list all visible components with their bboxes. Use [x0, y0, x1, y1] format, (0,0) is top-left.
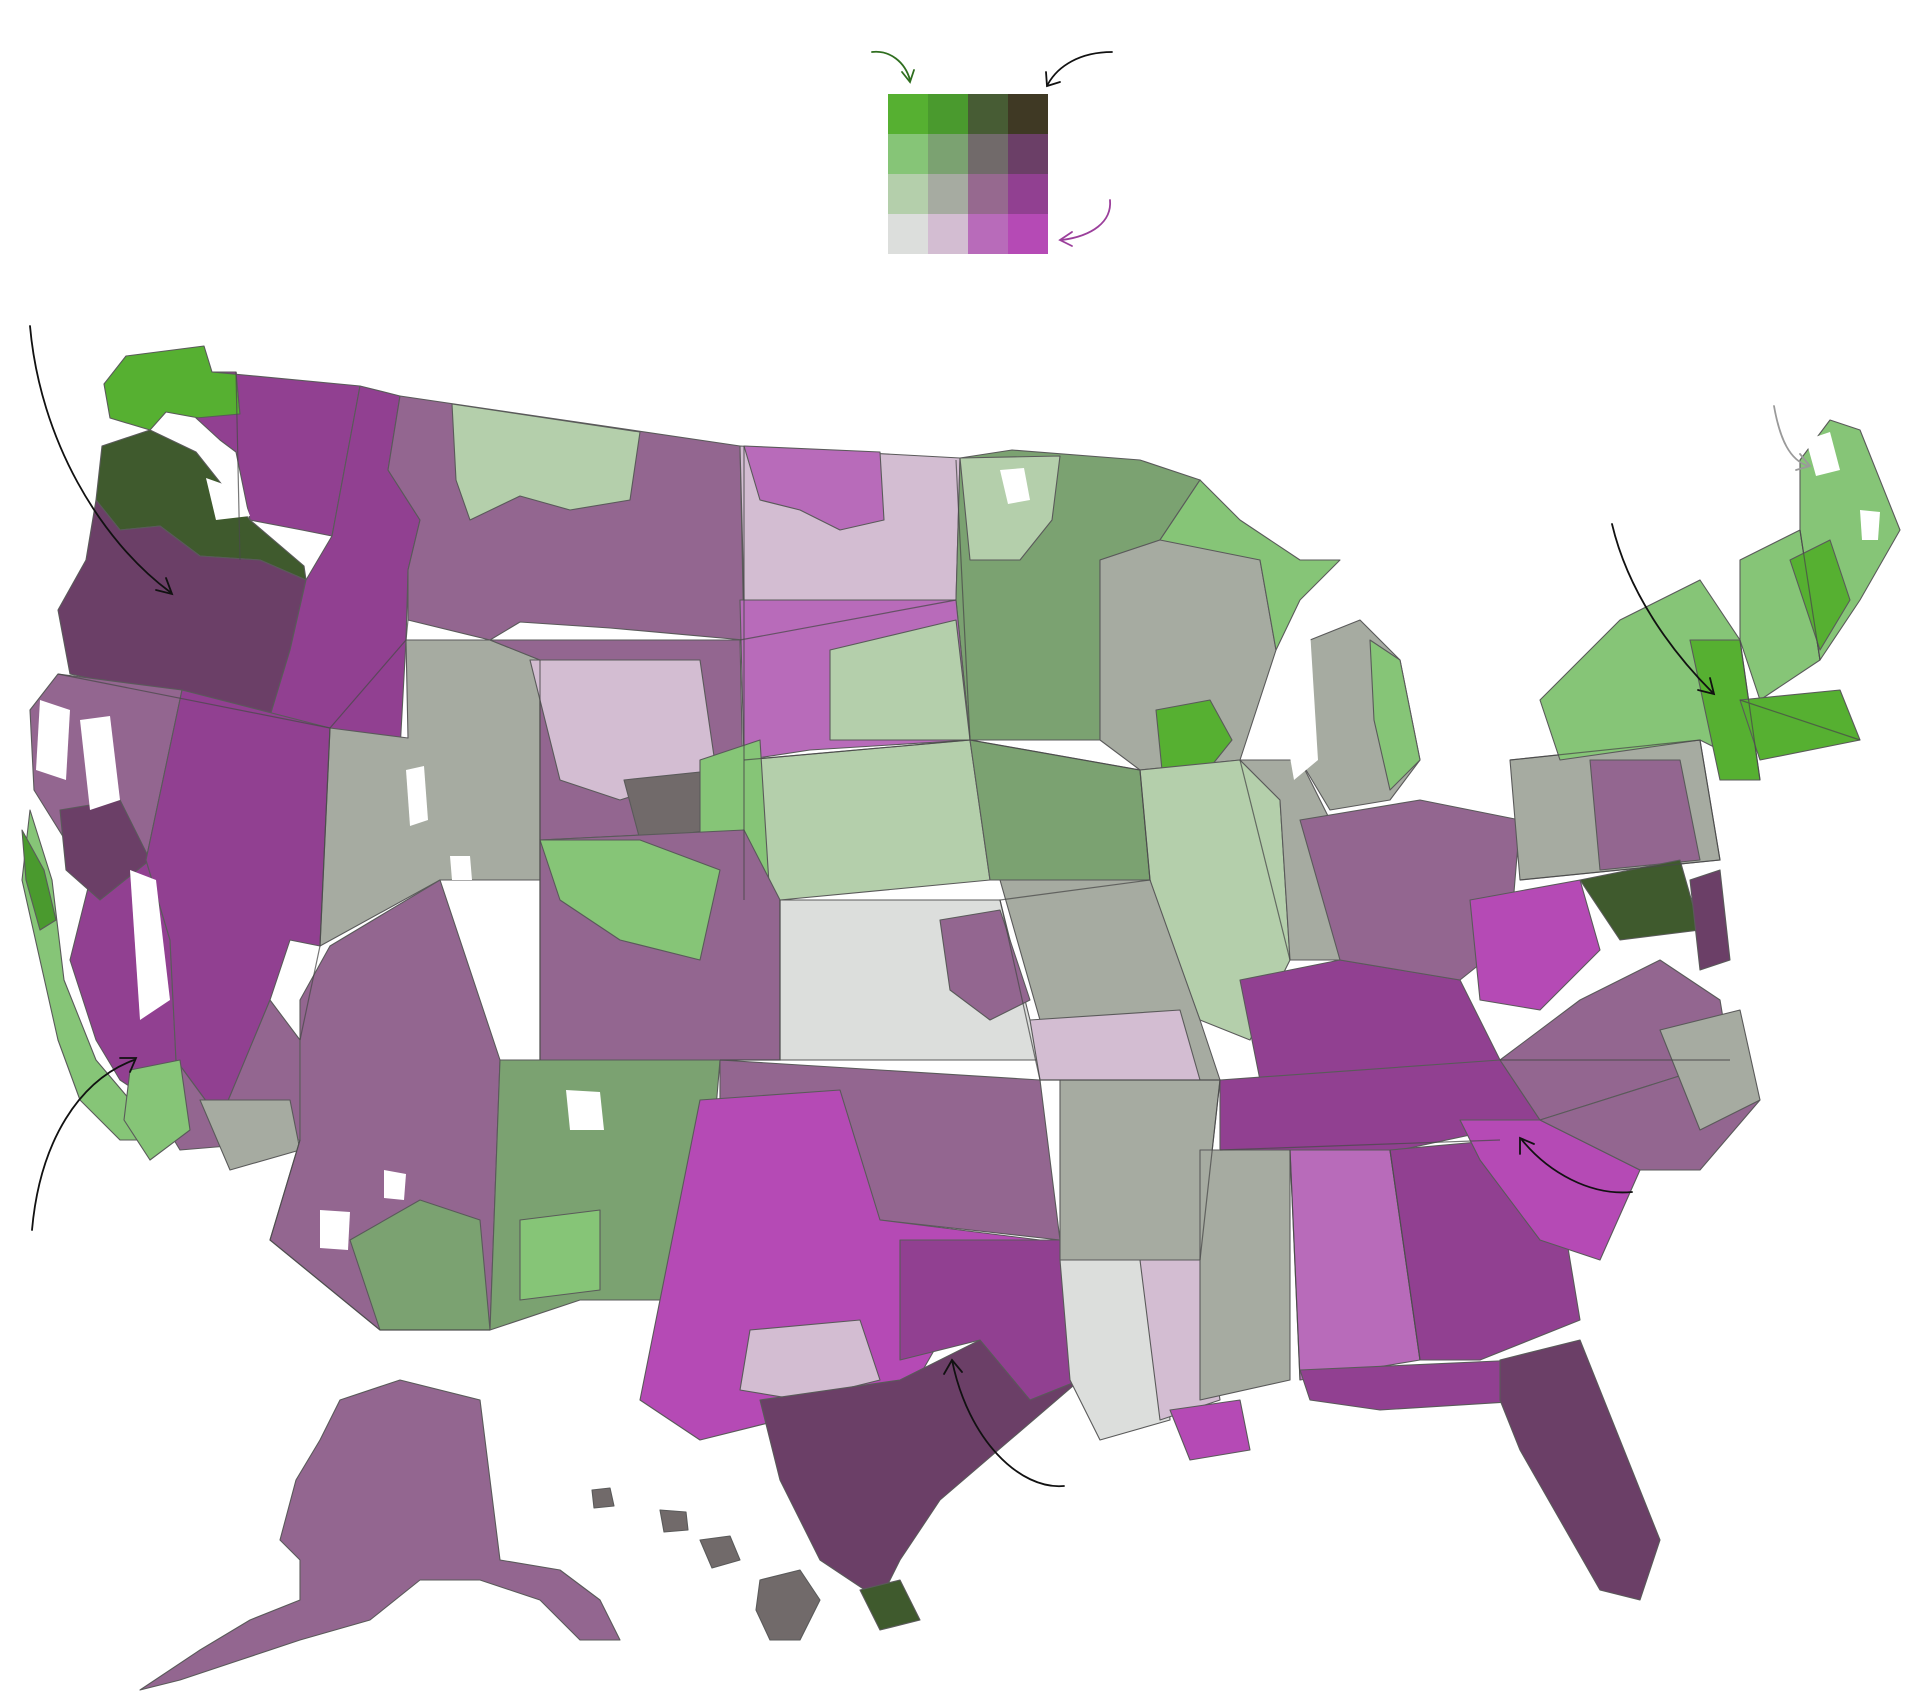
legend: [888, 94, 1048, 254]
arrow-icon: [1061, 199, 1111, 241]
arrow-icon: [29, 325, 171, 593]
region-mississippi: [1199, 1149, 1291, 1401]
region-california-coast: [21, 809, 151, 1141]
region-nebraska: [743, 739, 991, 901]
region-hawaii-kauai: [591, 1487, 615, 1509]
legend-cell: [928, 214, 968, 254]
region-minnesota-sage: [959, 455, 1061, 561]
region-california-coast-dark: [21, 829, 57, 931]
region-alaska: [139, 1379, 621, 1691]
legend-cell: [888, 134, 928, 174]
arrow-icon: [155, 577, 174, 596]
arrow-icon: [1697, 677, 1716, 696]
region-texas-tip: [859, 1579, 921, 1631]
region-missouri-pink: [1029, 1009, 1201, 1081]
legend-cell: [968, 174, 1008, 214]
region-hawaii: [755, 1569, 821, 1641]
region-socal-grey: [199, 1099, 301, 1171]
arrow-icon: [1058, 231, 1073, 247]
region-colorado-green: [539, 839, 721, 961]
region-north-dakota-magenta: [743, 445, 885, 531]
arrow-icon: [1047, 51, 1113, 85]
regions: [21, 345, 1901, 1631]
region-louisiana-coast: [1169, 1399, 1251, 1461]
region-florida: [1499, 1339, 1661, 1601]
arrow-icon: [951, 1359, 1065, 1487]
region-arizona-green: [349, 1199, 491, 1331]
arrow-icon: [1045, 71, 1061, 88]
arrow-icon: [1611, 523, 1713, 693]
legend-cell: [968, 94, 1008, 134]
arrow-icon: [31, 1059, 135, 1231]
legend-cell: [888, 214, 928, 254]
region-socal-green: [123, 1059, 191, 1161]
arrow-icon: [943, 1358, 963, 1375]
region-south-texas: [759, 1309, 1081, 1601]
region-north-carolina-grey: [1659, 1009, 1761, 1131]
region-arkansas: [1059, 1079, 1221, 1261]
region-new-mexico-light: [519, 1209, 601, 1301]
legend-cell: [928, 134, 968, 174]
legend-cell: [928, 174, 968, 214]
legend-cell: [888, 174, 928, 214]
arrow-icon: [901, 69, 915, 84]
region-iowa: [969, 739, 1151, 881]
region-kansas-mauve: [939, 909, 1031, 1021]
region-west-virginia: [1469, 879, 1601, 1011]
region-delaware: [1689, 869, 1731, 971]
arrow-icon: [1519, 1136, 1535, 1155]
region-hawaii-maui: [699, 1535, 741, 1569]
arrow-icon: [1521, 1139, 1633, 1194]
region-lower-michigan-green: [1369, 639, 1421, 791]
region-florida-panhandle: [1299, 1359, 1541, 1411]
arrow-icon: [1795, 453, 1812, 471]
arrow-icon: [119, 1057, 138, 1073]
region-wisconsin-green: [1155, 699, 1233, 781]
legend-cell: [928, 94, 968, 134]
arrow-icon: [1773, 405, 1809, 467]
legend-cell: [1008, 214, 1048, 254]
region-montana-sage: [451, 403, 641, 521]
region-maine-coast: [1789, 539, 1851, 651]
region-hawaii-oahu: [659, 1509, 689, 1533]
legend-cell: [1008, 174, 1048, 214]
legend-cell: [968, 214, 1008, 254]
region-wyoming-dark: [623, 771, 711, 841]
region-upper-michigan: [1159, 479, 1341, 651]
legend-cell: [1008, 94, 1048, 134]
legend-cell: [1008, 134, 1048, 174]
arrow-icon: [871, 50, 911, 81]
legend-cell: [968, 134, 1008, 174]
region-pennsylvania-mauve: [1589, 759, 1701, 871]
legend-cell: [888, 94, 928, 134]
state-boundaries: [57, 371, 1861, 1381]
region-massachusetts: [1739, 689, 1861, 761]
